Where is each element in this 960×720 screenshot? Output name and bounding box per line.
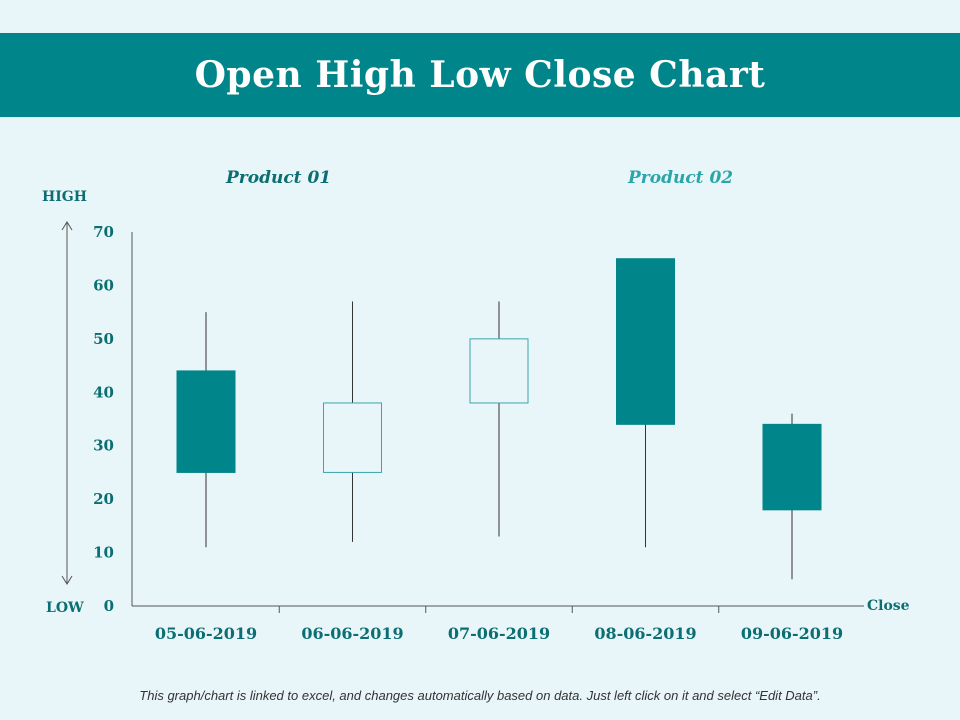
y-tick-label: 50: [93, 330, 114, 348]
product-01-label: Product 01: [226, 168, 332, 188]
close-label: Close: [867, 598, 910, 614]
y-tick-label: 70: [93, 223, 114, 241]
y-tick-label: 0: [104, 597, 114, 615]
x-category-label: 09-06-2019: [741, 624, 843, 643]
y-tick-label: 30: [93, 437, 114, 455]
candle-body-filled: [616, 258, 675, 425]
x-category-label: 05-06-2019: [155, 624, 257, 643]
low-label: LOW: [46, 600, 84, 616]
y-tick-label: 10: [93, 544, 114, 562]
candle-body-hollow: [323, 402, 382, 473]
y-tick-label: 60: [93, 276, 114, 294]
y-tick-label: 20: [93, 490, 114, 508]
candle-body-filled: [762, 423, 822, 511]
x-category-label: 06-06-2019: [301, 624, 403, 643]
high-low-arrow: [61, 221, 73, 585]
footnote: This graph/chart is linked to excel, and…: [139, 688, 821, 703]
candle-body-hollow: [469, 338, 529, 404]
product-02-label: Product 02: [628, 168, 734, 188]
y-tick-label: 40: [93, 383, 114, 401]
candle-body-filled: [176, 370, 236, 473]
chart-title: Open High Low Close Chart: [194, 54, 766, 96]
high-label: HIGH: [42, 189, 87, 205]
x-category-label: 08-06-2019: [594, 624, 696, 643]
title-band: Open High Low Close Chart: [0, 33, 960, 117]
x-category-label: 07-06-2019: [448, 624, 550, 643]
